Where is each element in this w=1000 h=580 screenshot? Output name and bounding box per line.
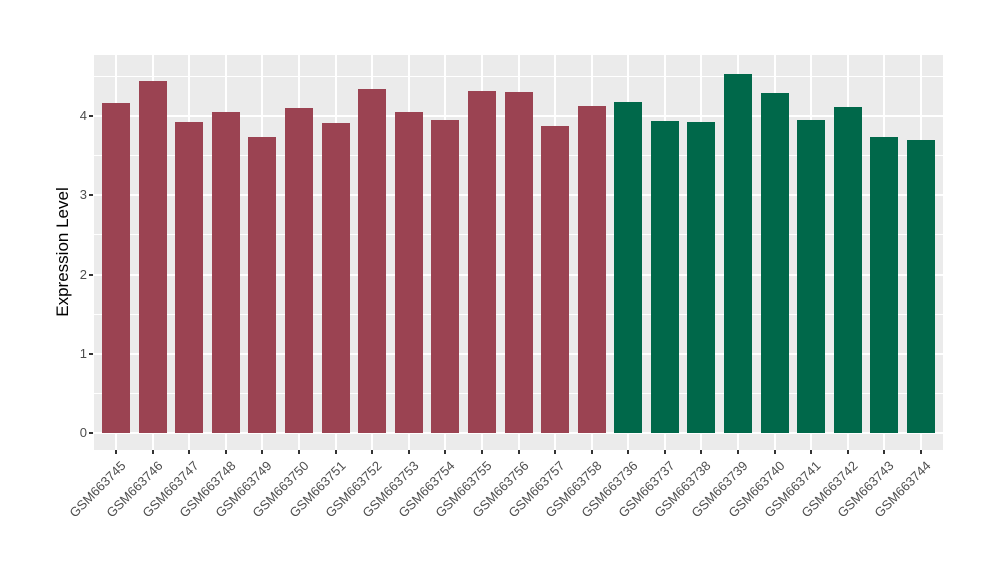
y-tick-mark bbox=[89, 352, 93, 355]
bar-GSM663743 bbox=[870, 137, 898, 433]
x-tick-mark bbox=[188, 450, 191, 454]
x-tick-mark bbox=[371, 450, 374, 454]
x-tick-mark bbox=[444, 450, 447, 454]
bar-GSM663749 bbox=[248, 137, 276, 433]
x-tick-mark bbox=[407, 450, 410, 454]
x-tick-mark bbox=[700, 450, 703, 454]
x-tick-mark bbox=[810, 450, 813, 454]
y-tick-label: 2 bbox=[79, 266, 87, 282]
y-tick-mark bbox=[89, 273, 93, 276]
x-tick-mark bbox=[297, 450, 300, 454]
bar-GSM663742 bbox=[834, 107, 862, 433]
x-tick-mark bbox=[737, 450, 740, 454]
bar-GSM663744 bbox=[907, 140, 935, 433]
bar-GSM663746 bbox=[139, 81, 167, 433]
x-tick-mark bbox=[224, 450, 227, 454]
y-tick-label: 0 bbox=[79, 425, 87, 440]
y-tick-mark bbox=[89, 115, 93, 117]
bar-GSM663756 bbox=[505, 92, 533, 433]
bar-GSM663741 bbox=[797, 120, 825, 433]
bar-GSM663750 bbox=[285, 108, 313, 433]
x-tick-mark bbox=[114, 450, 117, 454]
bar-GSM663738 bbox=[687, 122, 715, 433]
y-axis-title: Expression Level bbox=[53, 187, 72, 317]
y-tick-label: 4 bbox=[79, 108, 87, 123]
x-tick-mark bbox=[517, 450, 520, 454]
bar-GSM663736 bbox=[614, 102, 642, 433]
x-tick-mark bbox=[334, 450, 337, 454]
x-tick-mark bbox=[554, 450, 557, 454]
bar-GSM663751 bbox=[322, 123, 350, 433]
y-tick-mark bbox=[89, 432, 93, 434]
bar-GSM663755 bbox=[468, 91, 496, 433]
x-tick-mark bbox=[261, 450, 264, 454]
bar-GSM663754 bbox=[431, 120, 459, 433]
bar-GSM663757 bbox=[541, 126, 569, 433]
bar-GSM663740 bbox=[761, 93, 789, 433]
y-tick-mark bbox=[89, 194, 93, 197]
x-tick-mark bbox=[773, 450, 776, 454]
x-tick-mark bbox=[151, 450, 154, 454]
y-tick-label: 1 bbox=[79, 345, 87, 361]
x-tick-mark bbox=[590, 450, 593, 454]
y-tick-label: 3 bbox=[79, 187, 87, 203]
x-tick-mark bbox=[883, 450, 886, 454]
x-tick-mark bbox=[480, 450, 483, 454]
bar-GSM663748 bbox=[212, 112, 240, 433]
bar-GSM663739 bbox=[724, 74, 752, 433]
bar-GSM663747 bbox=[175, 122, 203, 433]
x-tick-mark bbox=[663, 450, 666, 454]
x-tick-mark bbox=[920, 450, 923, 454]
x-tick-mark bbox=[627, 450, 630, 454]
plot-panel bbox=[94, 55, 943, 450]
bar-GSM663753 bbox=[395, 112, 423, 433]
bar-GSM663758 bbox=[578, 106, 606, 433]
bar-GSM663745 bbox=[102, 103, 130, 433]
bar-GSM663752 bbox=[358, 89, 386, 433]
x-tick-mark bbox=[846, 450, 849, 454]
bar-GSM663737 bbox=[651, 121, 679, 433]
